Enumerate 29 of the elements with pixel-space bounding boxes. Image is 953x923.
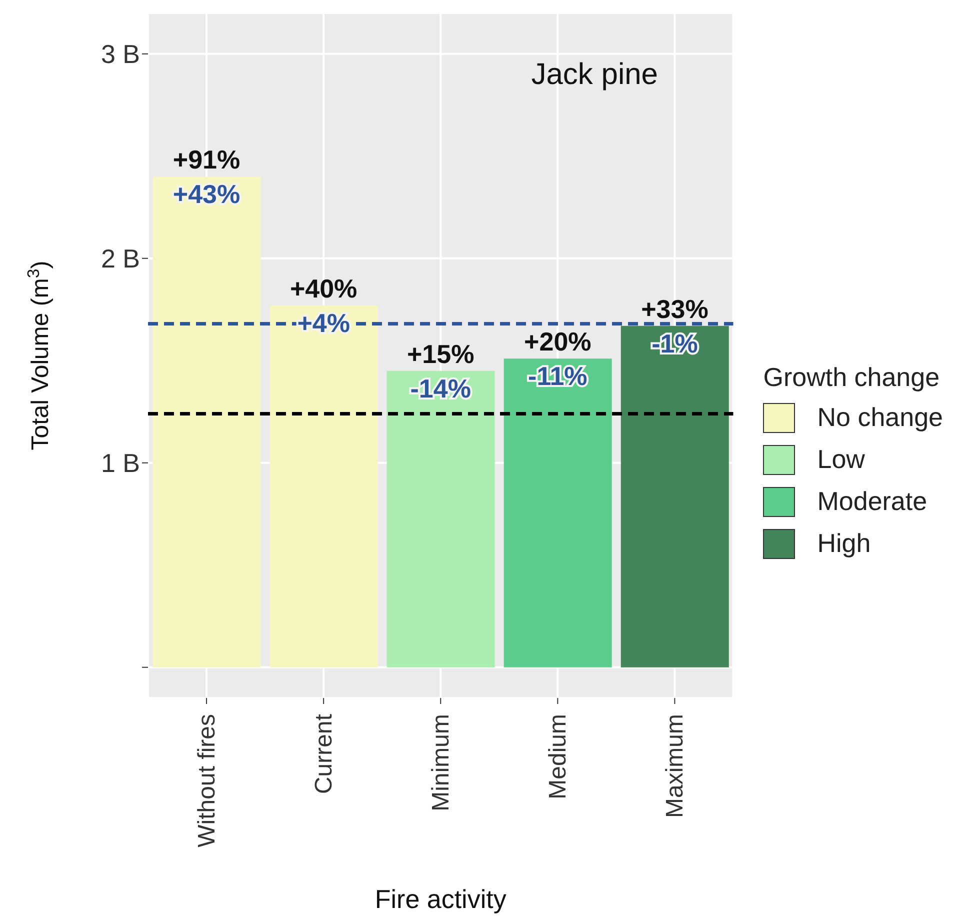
x-tick-label: Minimum [428,714,455,812]
annotation: +33% [641,294,708,324]
x-tick-label: Medium [544,714,572,800]
annotation: +15% [407,338,474,369]
annotation: -14% [410,373,471,404]
legend-label: High [817,528,871,559]
legend-label: Low [817,444,865,475]
annotation: +43% [172,179,240,210]
x-tick-label: Current [310,714,338,794]
annotation: +91% [172,144,240,175]
x-tick-label: Maximum [662,714,689,818]
bar [270,305,378,668]
annotation: +40% [290,273,358,304]
legend-label: Moderate [817,486,928,517]
y-tick-label: 2 B [100,244,140,274]
bar [386,370,495,668]
bar [504,358,612,668]
y-tick-label: 3 B [100,39,140,70]
legend-label: No change [817,402,943,433]
annotation: +20% [524,326,592,357]
legend-title: Growth change [763,362,941,392]
annotation: -11% [528,361,588,392]
annotation: Jack pine [530,58,658,92]
x-tick-label: Without fires [194,714,221,848]
annotation: -1% [652,328,698,358]
bar [152,176,261,668]
y-tick-label: 1 B [100,448,140,478]
bar [620,326,729,668]
x-axis-title: Fire activity [374,884,506,914]
